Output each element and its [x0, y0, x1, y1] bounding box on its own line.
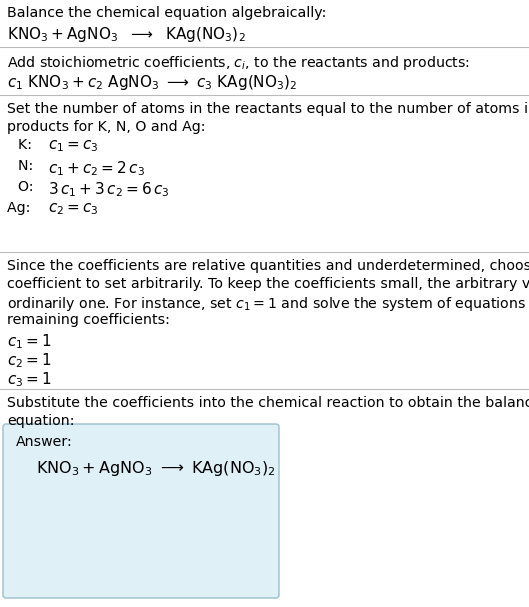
Text: Ag:: Ag: [7, 201, 39, 215]
Text: ordinarily one. For instance, set $c_1 = 1$ and solve the system of equations fo: ordinarily one. For instance, set $c_1 =… [7, 295, 529, 313]
FancyBboxPatch shape [3, 424, 279, 598]
Text: $\mathrm{KNO_3 + AgNO_3 \ \longrightarrow \ KAg(NO_3)_2}$: $\mathrm{KNO_3 + AgNO_3 \ \longrightarro… [36, 459, 276, 478]
Text: Substitute the coefficients into the chemical reaction to obtain the balanced: Substitute the coefficients into the che… [7, 396, 529, 410]
Text: $c_2 = 1$: $c_2 = 1$ [7, 351, 52, 370]
Text: $c_1 + c_2 = 2\,c_3$: $c_1 + c_2 = 2\,c_3$ [48, 159, 145, 178]
Text: $c_1 = c_3$: $c_1 = c_3$ [48, 138, 98, 154]
Text: Answer:: Answer: [16, 435, 73, 449]
Text: $c_1 = 1$: $c_1 = 1$ [7, 332, 52, 351]
Text: Since the coefficients are relative quantities and underdetermined, choose a: Since the coefficients are relative quan… [7, 259, 529, 273]
Text: equation:: equation: [7, 414, 75, 428]
Text: $3\,c_1 + 3\,c_2 = 6\,c_3$: $3\,c_1 + 3\,c_2 = 6\,c_3$ [48, 180, 169, 198]
Text: $\mathrm{KNO_3 + AgNO_3 \ \ \longrightarrow \ \ KAg(NO_3)_2}$: $\mathrm{KNO_3 + AgNO_3 \ \ \longrightar… [7, 25, 245, 44]
Text: Balance the chemical equation algebraically:: Balance the chemical equation algebraica… [7, 6, 326, 20]
Text: $c_1\ \mathrm{KNO_3} + c_2\ \mathrm{AgNO_3} \ \longrightarrow \ c_3\ \mathrm{KAg: $c_1\ \mathrm{KNO_3} + c_2\ \mathrm{AgNO… [7, 73, 297, 92]
Text: K:: K: [18, 138, 41, 152]
Text: $c_3 = 1$: $c_3 = 1$ [7, 370, 52, 388]
Text: Add stoichiometric coefficients, $c_i$, to the reactants and products:: Add stoichiometric coefficients, $c_i$, … [7, 54, 470, 72]
Text: N:: N: [18, 159, 42, 173]
Text: products for K, N, O and Ag:: products for K, N, O and Ag: [7, 120, 205, 134]
Text: O:: O: [18, 180, 42, 194]
Text: Set the number of atoms in the reactants equal to the number of atoms in the: Set the number of atoms in the reactants… [7, 102, 529, 116]
Text: coefficient to set arbitrarily. To keep the coefficients small, the arbitrary va: coefficient to set arbitrarily. To keep … [7, 277, 529, 291]
Text: remaining coefficients:: remaining coefficients: [7, 313, 170, 327]
Text: $c_2 = c_3$: $c_2 = c_3$ [48, 201, 98, 217]
